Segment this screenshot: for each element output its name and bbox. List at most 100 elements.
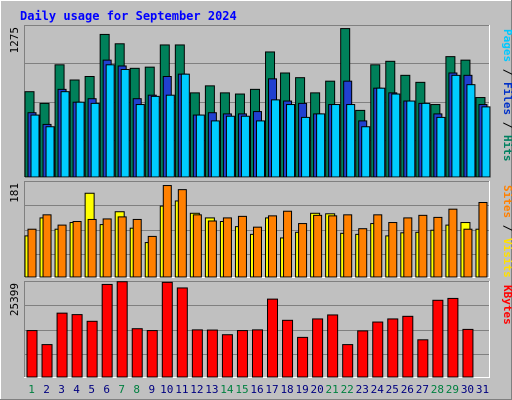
bar-kbytes-day-9 — [146, 330, 158, 378]
bar-kbytes-day-21 — [327, 314, 339, 378]
legend-entry: Sites — [501, 185, 512, 218]
bar-pages-day-5 — [90, 102, 100, 178]
y-max-label: 181 — [8, 183, 21, 203]
x-tick-label-day-18: 18 — [280, 383, 293, 396]
bar-sites-day-12 — [192, 214, 202, 278]
x-tick-label-day-17: 17 — [265, 383, 278, 396]
bar-pages-day-23 — [361, 126, 371, 178]
bar-kbytes-day-22 — [342, 344, 354, 378]
bar-sites-day-6 — [102, 218, 112, 278]
bar-sites-day-4 — [72, 221, 82, 278]
bar-sites-day-22 — [343, 214, 353, 278]
bar-kbytes-day-17 — [267, 298, 279, 378]
bar-kbytes-day-4 — [71, 314, 83, 378]
bar-sites-day-28 — [433, 216, 443, 278]
bar-pages-day-6 — [105, 64, 115, 178]
x-tick-label-day-27: 27 — [416, 383, 429, 396]
x-tick-label-day-26: 26 — [401, 383, 414, 396]
chart-panels: 1275 Pages / Files / Hits 181 Sites / Visit… — [8, 25, 512, 378]
bar-kbytes-day-20 — [312, 318, 324, 378]
bar-pages-day-27 — [421, 102, 431, 178]
bar-kbytes-day-7 — [116, 281, 128, 378]
bar-pages-day-24 — [376, 87, 386, 178]
bar-pages-day-12 — [195, 114, 205, 178]
x-tick-label-day-22: 22 — [341, 383, 354, 396]
x-tick-label-day-12: 12 — [190, 383, 203, 396]
bar-kbytes-day-26 — [402, 315, 414, 378]
bar-pages-day-14 — [225, 115, 235, 178]
bar-kbytes-day-3 — [56, 312, 68, 378]
bar-sites-day-3 — [57, 224, 67, 278]
bar-kbytes-day-6 — [101, 283, 113, 378]
bar-pages-day-20 — [316, 113, 326, 178]
bar-kbytes-day-15 — [236, 330, 248, 378]
bar-sites-day-1 — [27, 228, 37, 278]
bar-kbytes-day-23 — [357, 330, 369, 378]
x-tick-label-day-2: 2 — [43, 383, 50, 396]
legend-entry: Files — [501, 82, 512, 115]
legend-visits-sites: Sites / Visits — [501, 185, 512, 278]
x-tick-label-day-19: 19 — [295, 383, 308, 396]
bar-pages-day-25 — [391, 93, 401, 178]
x-tick-label-day-15: 15 — [235, 383, 248, 396]
panel-visits-sites: 181 Sites / Visits — [8, 181, 512, 278]
bar-sites-day-30 — [463, 228, 473, 278]
bar-sites-day-21 — [328, 215, 338, 278]
x-tick-label-day-10: 10 — [160, 383, 173, 396]
bar-sites-day-10 — [162, 185, 172, 278]
bar-pages-day-19 — [301, 116, 311, 178]
panel-pages-files-hits: 1275 Pages / Files / Hits — [8, 25, 512, 178]
bar-pages-day-2 — [45, 126, 55, 178]
x-tick-label-day-23: 23 — [356, 383, 369, 396]
x-axis-labels: 1 2 3 4 5 6 7 8 9 10 11 12 13 14 15 16 17 18 19 20 21 22 23 24 2… — [28, 383, 489, 396]
bar-pages-day-7 — [120, 68, 130, 178]
bar-kbytes-day-28 — [432, 299, 444, 378]
bar-pages-day-4 — [75, 101, 85, 178]
x-tick-label-day-24: 24 — [371, 383, 385, 396]
bar-kbytes-day-10 — [161, 281, 173, 378]
bar-pages-day-21 — [331, 104, 341, 178]
bar-kbytes-day-30 — [462, 328, 474, 378]
x-tick-label-day-11: 11 — [175, 383, 188, 396]
x-tick-label-day-5: 5 — [88, 383, 95, 396]
bar-pages-day-3 — [60, 91, 70, 178]
bar-sites-day-16 — [252, 226, 262, 278]
bar-kbytes-day-27 — [417, 339, 429, 378]
bar-sites-day-26 — [403, 217, 413, 278]
bar-kbytes-day-29 — [447, 297, 459, 378]
bar-pages-day-9 — [150, 95, 160, 178]
bar-sites-day-31 — [478, 201, 488, 278]
x-tick-label-day-3: 3 — [58, 383, 65, 396]
x-tick-label-day-4: 4 — [73, 383, 80, 396]
y-max-label: 25399 — [8, 283, 21, 316]
chart-title: Daily usage for September 2024 — [20, 9, 237, 23]
x-tick-label-day-7: 7 — [118, 383, 125, 396]
legend-entry: / — [501, 218, 512, 238]
bar-kbytes-day-12 — [191, 329, 203, 378]
bar-sites-day-27 — [418, 214, 428, 278]
bar-pages-day-11 — [180, 73, 190, 178]
bar-sites-day-18 — [283, 210, 293, 278]
bar-sites-day-23 — [358, 228, 368, 278]
bar-pages-day-22 — [346, 104, 356, 178]
x-tick-label-day-6: 6 — [103, 383, 110, 396]
legend-kbytes: KBytes — [501, 285, 512, 325]
bar-kbytes-day-24 — [372, 321, 384, 378]
legend-entry: Pages — [501, 29, 512, 62]
bar-sites-day-9 — [147, 235, 157, 278]
legend-pages-files-hits: Pages / Files / Hits — [501, 29, 512, 162]
x-tick-label-day-1: 1 — [28, 383, 35, 396]
bar-pages-day-8 — [135, 104, 145, 178]
bar-pages-day-31 — [481, 106, 491, 178]
bar-kbytes-day-1 — [26, 330, 38, 378]
x-tick-label-day-16: 16 — [250, 383, 263, 396]
legend-entry: / — [501, 115, 512, 135]
legend-entry: Visits — [501, 238, 512, 278]
x-tick-label-day-31: 31 — [476, 383, 489, 396]
bar-sites-day-20 — [313, 214, 323, 278]
bar-sites-day-29 — [448, 208, 458, 278]
x-tick-label-day-29: 29 — [446, 383, 459, 396]
bar-pages-day-17 — [271, 99, 281, 178]
bar-sites-day-7 — [117, 216, 127, 278]
legend-entry: Hits — [501, 135, 512, 162]
